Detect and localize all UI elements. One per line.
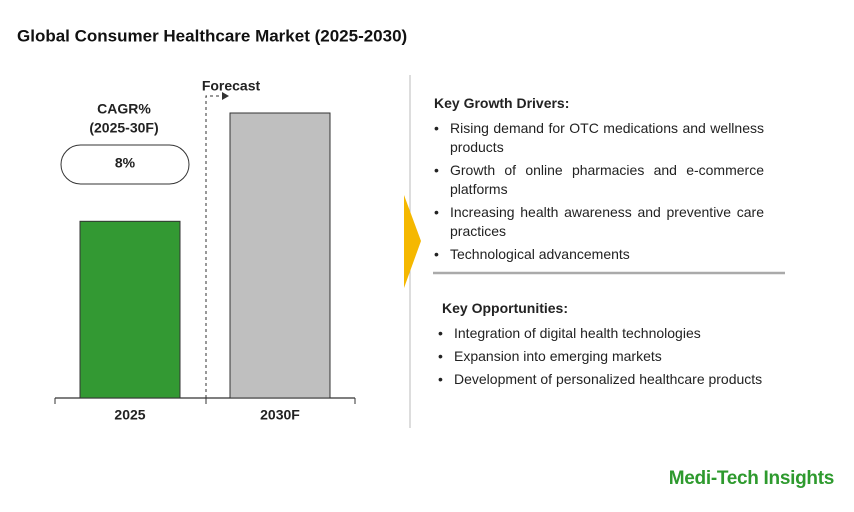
bar bbox=[229, 112, 331, 399]
cagr-period: (2025-30F) bbox=[89, 120, 158, 136]
forecast-label: Forecast bbox=[202, 78, 261, 94]
bar bbox=[79, 220, 181, 399]
chart-title: Global Consumer Healthcare Market (2025-… bbox=[17, 26, 407, 45]
cagr-pill bbox=[60, 144, 190, 185]
opportunities-title: Key Opportunities: bbox=[442, 300, 569, 316]
opportunities-list: Integration of digital health technologi… bbox=[438, 324, 778, 389]
drivers-list: Rising demand for OTC medications and we… bbox=[434, 119, 764, 264]
driver-item: Increasing health awareness and preventi… bbox=[434, 203, 764, 241]
brand-logo: Medi-Tech Insights bbox=[668, 468, 835, 489]
drivers-title: Key Growth Drivers: bbox=[434, 95, 570, 111]
opportunity-item: Integration of digital health technologi… bbox=[438, 324, 778, 343]
driver-item: Rising demand for OTC medications and we… bbox=[434, 119, 764, 157]
opportunity-item: Expansion into emerging markets bbox=[438, 347, 778, 366]
x-tick-label: 2030F bbox=[260, 407, 300, 423]
opportunities-panel: Key Opportunities: Integration of digita… bbox=[438, 299, 778, 393]
x-tick-label: 2025 bbox=[114, 407, 145, 423]
cagr-label: CAGR% bbox=[97, 101, 151, 117]
driver-item: Technological advancements bbox=[434, 245, 764, 264]
cagr-value: 8% bbox=[115, 155, 136, 171]
driver-item: Growth of online pharmacies and e-commer… bbox=[434, 161, 764, 199]
drivers-panel: Key Growth Drivers: Rising demand for OT… bbox=[434, 94, 764, 268]
forecast-line bbox=[205, 95, 224, 398]
opportunity-item: Development of personalized healthcare p… bbox=[438, 370, 778, 389]
forecast-arrow bbox=[222, 92, 229, 100]
chevron bbox=[404, 195, 421, 288]
